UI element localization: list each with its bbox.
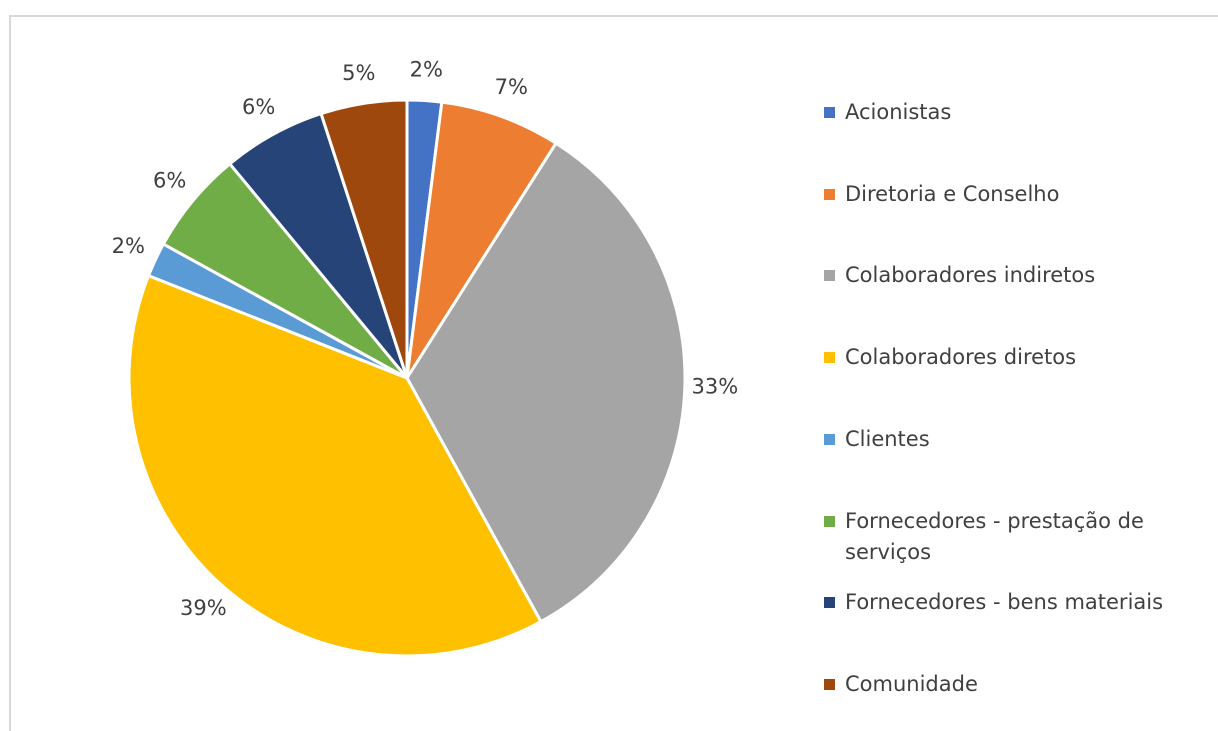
legend-label: Colaboradores indiretos [845, 263, 1096, 287]
data-label: 2% [112, 234, 145, 258]
legend-item: Colaboradores diretos [824, 342, 1194, 373]
frame [9, 15, 1218, 731]
legend-swatch [824, 107, 835, 118]
data-label: 6% [153, 169, 186, 193]
legend-item: Fornecedores - bens materiais [824, 587, 1194, 618]
legend-swatch [824, 516, 835, 527]
legend-swatch [824, 679, 835, 690]
legend-item: Fornecedores - prestação de serviços [824, 506, 1194, 568]
legend-label: Comunidade [845, 672, 978, 696]
data-label: 2% [410, 58, 443, 82]
legend-label: Diretoria e Conselho [845, 182, 1060, 206]
legend-item: Comunidade [824, 669, 1194, 700]
legend-swatch [824, 434, 835, 445]
data-label: 33% [692, 375, 739, 399]
legend-label: Clientes [845, 427, 930, 451]
legend-item: Colaboradores indiretos [824, 260, 1194, 291]
legend-swatch [824, 352, 835, 363]
legend-swatch [824, 270, 835, 281]
legend-label: Fornecedores - prestação de serviços [845, 509, 1144, 564]
data-label: 6% [242, 95, 275, 119]
legend-label: Fornecedores - bens materiais [845, 590, 1164, 614]
legend-item: Diretoria e Conselho [824, 179, 1194, 210]
data-label: 7% [495, 75, 528, 99]
data-label: 5% [342, 61, 375, 85]
pie-slice [319, 98, 409, 379]
legend-swatch [824, 189, 835, 200]
legend-item: Acionistas [824, 97, 1194, 128]
legend-item: Clientes [824, 424, 1194, 455]
pie-slice [127, 273, 543, 658]
legend-label: Acionistas [845, 100, 952, 124]
data-label: 39% [180, 596, 227, 620]
legend-swatch [824, 597, 835, 608]
pie-slice [405, 100, 559, 379]
legend-label: Colaboradores diretos [845, 345, 1077, 369]
